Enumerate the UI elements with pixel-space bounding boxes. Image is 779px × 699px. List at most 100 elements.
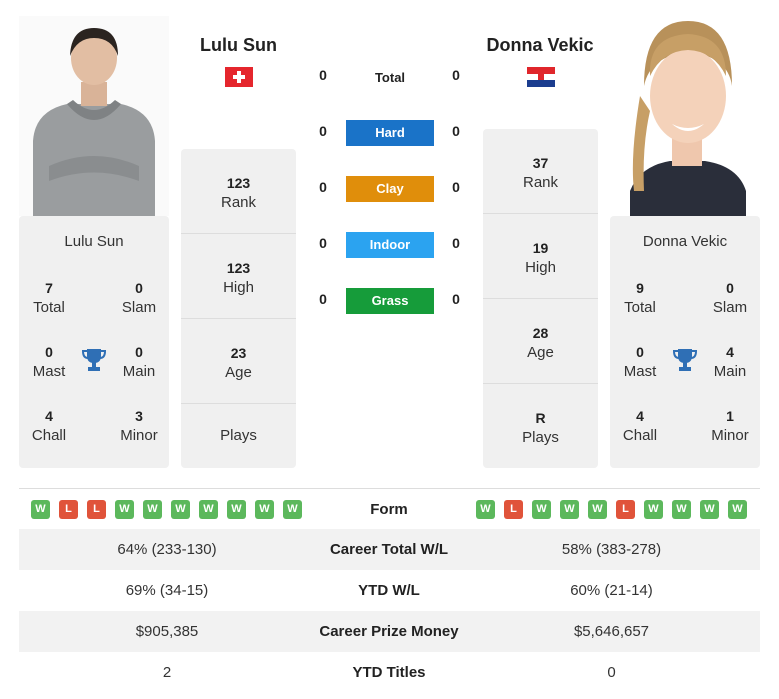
table-row: 64% (233-130) Career Total W/L 58% (383-… xyxy=(19,529,760,570)
player1-age-label: Age xyxy=(225,364,252,381)
player1-name[interactable]: Lulu Sun xyxy=(200,35,277,55)
player1-minor-value: 3 xyxy=(135,408,143,424)
player2-rank-value: 37 xyxy=(532,155,549,171)
player1-rank: 123 Rank xyxy=(181,173,296,213)
player1-chall: 4 Chall xyxy=(19,406,79,446)
player2-card-name: Donna Vekic xyxy=(642,233,728,250)
player1-form-badge[interactable]: W xyxy=(31,500,50,519)
divider xyxy=(181,403,296,404)
player2-chall-value: 4 xyxy=(636,408,644,424)
player2-total-value: 9 xyxy=(636,280,644,296)
trophy-icon xyxy=(81,347,107,373)
player1-age-value: 23 xyxy=(230,345,247,361)
h2h-grass-p2: 0 xyxy=(452,291,460,307)
player1-form-badge[interactable]: W xyxy=(283,500,302,519)
player2-minor: 1 Minor xyxy=(700,406,760,446)
player1-form-badge[interactable]: W xyxy=(199,500,218,519)
player1-mast-value: 0 xyxy=(45,344,53,360)
h2h-total-p2: 0 xyxy=(452,67,460,83)
player1-total-value: 7 xyxy=(45,280,53,296)
trophy-icon xyxy=(672,347,698,373)
surface-indoor-button[interactable]: Indoor xyxy=(346,232,434,258)
player1-form-badge[interactable]: L xyxy=(87,500,106,519)
prize-money-label: Career Prize Money xyxy=(319,623,459,640)
ytd-titles-label: YTD Titles xyxy=(352,664,426,681)
player2-slam-value: 0 xyxy=(726,280,734,296)
player2-high: 19 High xyxy=(483,238,598,278)
player1-rank-value: 123 xyxy=(226,175,251,191)
player2-name[interactable]: Donna Vekic xyxy=(486,35,594,55)
player1-form-badge[interactable]: W xyxy=(143,500,162,519)
player2-main: 4 Main xyxy=(700,342,760,382)
player1-main: 0 Main xyxy=(109,342,169,382)
player2-form-badge[interactable]: W xyxy=(644,500,663,519)
surface-grass-button[interactable]: Grass xyxy=(346,288,434,314)
player1-info-panel xyxy=(181,149,296,468)
player2-chall: 4 Chall xyxy=(610,406,670,446)
player1-high-label: High xyxy=(223,279,254,296)
player1-form-badge[interactable]: W xyxy=(115,500,134,519)
croatia-flag-icon xyxy=(527,67,555,87)
player1-card xyxy=(19,216,169,468)
player2-form-badge[interactable]: L xyxy=(504,500,523,519)
table-row: 69% (34-15) YTD W/L 60% (21-14) xyxy=(19,570,760,611)
player2-form-badge[interactable]: W xyxy=(532,500,551,519)
career-wl-p2: 58% (383-278) xyxy=(561,541,662,558)
divider xyxy=(483,213,598,214)
prize-money-p2: $5,646,657 xyxy=(573,623,650,640)
ytd-wl-p1: 69% (34-15) xyxy=(125,582,209,599)
player2-form-badge[interactable]: W xyxy=(700,500,719,519)
player2-high-value: 19 xyxy=(532,240,549,256)
player1-form-badge[interactable]: W xyxy=(255,500,274,519)
player1-slam-label: Slam xyxy=(121,299,157,316)
player1-main-label: Main xyxy=(122,363,156,380)
career-wl-p1: 64% (233-130) xyxy=(117,541,217,558)
table-row: $905,385 Career Prize Money $5,646,657 xyxy=(19,611,760,652)
ytd-titles-p2: 0 xyxy=(607,664,616,681)
player1-slam-value: 0 xyxy=(135,280,143,296)
player2-total: 9 Total xyxy=(610,278,670,318)
player2-form-badge[interactable]: L xyxy=(616,500,635,519)
player1-form-badge[interactable]: W xyxy=(227,500,246,519)
h2h-hard-p2: 0 xyxy=(452,123,460,139)
player2-form-badge[interactable]: W xyxy=(672,500,691,519)
player1-high-value: 123 xyxy=(226,260,251,276)
player1-chall-value: 4 xyxy=(45,408,53,424)
player2-form-badge[interactable]: W xyxy=(476,500,495,519)
player2-high-label: High xyxy=(525,259,556,276)
player2-mast-label: Mast xyxy=(623,363,657,380)
ytd-wl-label: YTD W/L xyxy=(358,582,420,599)
player2-total-label: Total xyxy=(624,299,656,316)
player2-card xyxy=(610,216,760,468)
divider xyxy=(181,318,296,319)
player1-slam: 0 Slam xyxy=(109,278,169,318)
player2-main-label: Main xyxy=(713,363,747,380)
h2h-clay-p2: 0 xyxy=(452,179,460,195)
player1-photo xyxy=(19,16,169,216)
player2-mast: 0 Mast xyxy=(610,342,670,382)
player2-minor-label: Minor xyxy=(711,427,749,444)
player2-main-value: 4 xyxy=(726,344,734,360)
h2h-grass-p1: 0 xyxy=(319,291,327,307)
player1-card-name: Lulu Sun xyxy=(64,233,124,250)
h2h-hard-p1: 0 xyxy=(319,123,327,139)
player2-form-badge[interactable]: W xyxy=(560,500,579,519)
ytd-wl-p2: 60% (21-14) xyxy=(570,582,653,599)
player1-form-badge[interactable]: W xyxy=(171,500,190,519)
form-label: Form xyxy=(370,501,408,518)
player2-form-badge[interactable]: W xyxy=(728,500,747,519)
player2-plays-label: Plays xyxy=(522,429,559,446)
player1-minor: 3 Minor xyxy=(109,406,169,446)
surface-clay-button[interactable]: Clay xyxy=(346,176,434,202)
surface-hard-button[interactable]: Hard xyxy=(346,120,434,146)
switzerland-flag-icon xyxy=(225,67,253,87)
player1-mast: 0 Mast xyxy=(19,342,79,382)
player2-age-label: Age xyxy=(527,344,554,361)
h2h-clay-p1: 0 xyxy=(319,179,327,195)
player2-rank: 37 Rank xyxy=(483,153,598,193)
player2-slam-label: Slam xyxy=(712,299,748,316)
player1-chall-label: Chall xyxy=(31,427,67,444)
divider xyxy=(181,233,296,234)
player2-form-badge[interactable]: W xyxy=(588,500,607,519)
player1-form-badge[interactable]: L xyxy=(59,500,78,519)
